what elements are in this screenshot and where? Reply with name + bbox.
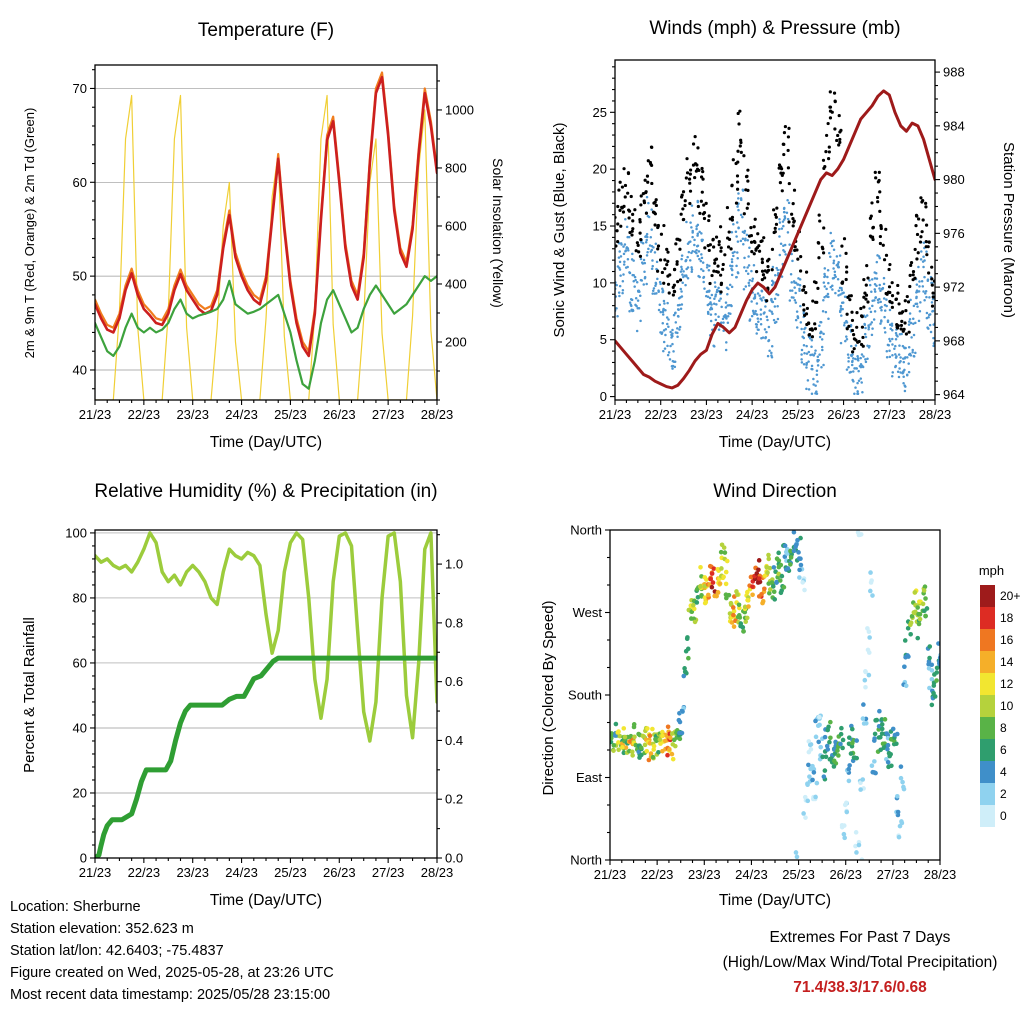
humidity-precip-chart-xlabel: Time (Day/UTC) [209, 892, 323, 909]
station-location: Location: Sherburne [10, 899, 141, 915]
station-elevation: Station elevation: 352.623 m [10, 921, 194, 937]
temperature-chart-canvas [0, 0, 512, 460]
figure-created: Figure created on Wed, 2025-05-28, at 23… [10, 965, 334, 981]
station-info: Location: Sherburne Station elevation: 3… [10, 896, 334, 1006]
winds-pressure-chart-xlabel: Time (Day/UTC) [718, 434, 832, 451]
extremes: Extremes For Past 7 Days (High/Low/Max W… [645, 925, 1024, 1000]
wind-direction-chart-canvas [512, 460, 1024, 920]
winds-pressure-chart-title: Winds (mph) & Pressure (mb) [649, 18, 901, 39]
winds-pressure-chart-ylabel-right: Station Pressure (Maroon) [1000, 142, 1017, 318]
wind-direction-chart-ylabel-left: Direction (Colored By Speed) [540, 600, 557, 796]
humidity-precip-chart-ylabel-left: Percent & Total Rainfall [21, 617, 38, 773]
extremes-values: 71.4/38.3/17.6/0.68 [793, 979, 927, 996]
wind-direction-chart-xlabel: Time (Day/UTC) [718, 892, 832, 909]
temperature-chart-ylabel-right: Solar Insolation (Yellow) [490, 158, 506, 308]
humidity-precip-chart-title: Relative Humidity (%) & Precipitation (i… [94, 481, 438, 502]
humidity-precip-chart-canvas [0, 460, 512, 920]
extremes-subtitle: (High/Low/Max Wind/Total Precipitation) [722, 954, 998, 971]
winds-pressure-chart-ylabel-left: Sonic Wind & Gust (Blue, Black) [551, 122, 568, 338]
winds-pressure-chart-canvas [512, 0, 1024, 460]
temperature-chart-xlabel: Time (Day/UTC) [209, 434, 323, 451]
extremes-title: Extremes For Past 7 Days [769, 929, 951, 946]
station-latlon: Station lat/lon: 42.6403; -75.4837 [10, 943, 224, 959]
data-timestamp: Most recent data timestamp: 2025/05/28 2… [10, 987, 331, 1003]
temperature-chart-title: Temperature (F) [197, 20, 335, 41]
wind-direction-chart-title: Wind Direction [713, 481, 837, 502]
temperature-chart-ylabel-left: 2m & 9m T (Red, Orange) & 2m Td (Green) [22, 107, 37, 359]
